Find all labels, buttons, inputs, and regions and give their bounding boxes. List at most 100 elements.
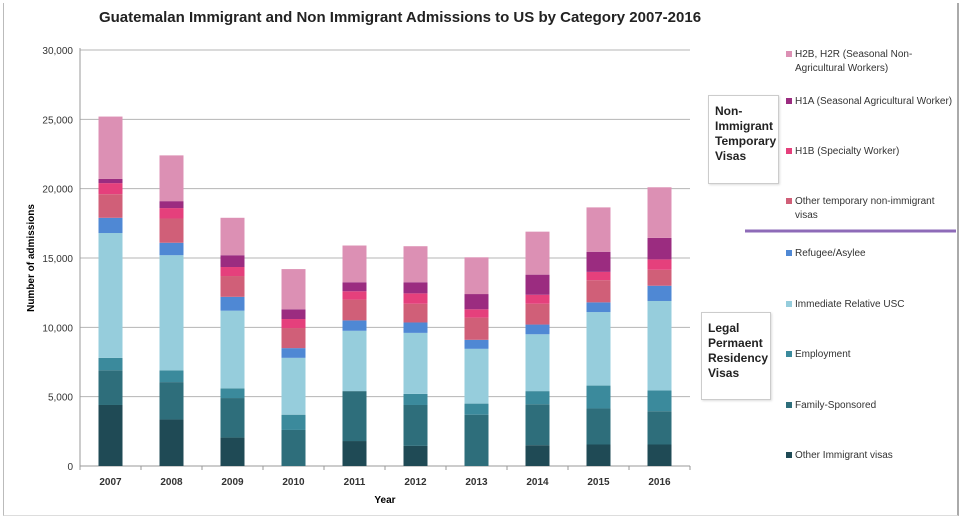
- bar-segment-immediate-relative-usc-2009: [220, 310, 245, 389]
- x-tick-label: 2012: [404, 477, 427, 488]
- bar-segment-other-immigrant-visas-2014: [525, 445, 550, 466]
- bar-segment-immediate-relative-usc-2013: [464, 348, 489, 404]
- x-tick-label: 2016: [648, 477, 671, 488]
- annotation-non-immigrant: Non-Immigrant Temporary Visas: [708, 95, 779, 184]
- bar-segment-other-temporary-non-immigrant-visas-2011: [342, 299, 367, 321]
- chart-title: Guatemalan Immigrant and Non Immigrant A…: [98, 9, 702, 26]
- legend-swatch: [786, 148, 792, 154]
- bar-segment-h1a-seasonal-agricultural-worker-2010: [281, 309, 306, 320]
- bar-segment-other-immigrant-visas-2011: [342, 441, 367, 466]
- bar-segment-h2b-h2r-seasonal-non-agricultural-workers-2014: [525, 231, 550, 275]
- bar-segment-other-temporary-non-immigrant-visas-2012: [403, 303, 428, 323]
- legend-swatch: [786, 301, 792, 307]
- bar-segment-refugee-asylee-2008: [159, 242, 184, 256]
- bar-segment-h2b-h2r-seasonal-non-agricultural-workers-2012: [403, 246, 428, 283]
- bar-segment-other-immigrant-visas-2007: [98, 404, 123, 466]
- bar-segment-h1a-seasonal-agricultural-worker-2007: [98, 178, 123, 184]
- bar-segment-family-sponsored-2009: [220, 398, 245, 438]
- bar-segment-immediate-relative-usc-2007: [98, 233, 123, 358]
- bar-segment-h1a-seasonal-agricultural-worker-2009: [220, 255, 245, 268]
- bar-segment-other-temporary-non-immigrant-visas-2016: [647, 269, 672, 286]
- bar-segment-other-temporary-non-immigrant-visas-2010: [281, 328, 306, 349]
- x-tick-label: 2008: [160, 477, 183, 488]
- bar-segment-other-temporary-non-immigrant-visas-2007: [98, 194, 123, 218]
- bar-segment-h1b-specialty-worker-2011: [342, 291, 367, 300]
- bar-segment-h2b-h2r-seasonal-non-agricultural-workers-2016: [647, 187, 672, 238]
- x-tick-label: 2010: [282, 477, 305, 488]
- legend-swatch: [786, 98, 792, 104]
- chart-frame: [3, 3, 959, 516]
- bar-segment-other-immigrant-visas-2015: [586, 444, 611, 466]
- legend-label: Immediate Relative USC: [795, 299, 905, 310]
- legend-item: H1A (Seasonal Agricultural Worker): [786, 95, 955, 109]
- y-tick-label: 5,000: [48, 393, 73, 404]
- bar-segment-employment-2007: [98, 357, 123, 371]
- bar-segment-family-sponsored-2015: [586, 408, 611, 445]
- bar-segment-h2b-h2r-seasonal-non-agricultural-workers-2009: [220, 217, 245, 256]
- bar-segment-h1b-specialty-worker-2009: [220, 267, 245, 277]
- bar-segment-family-sponsored-2010: [281, 429, 306, 466]
- bar-segment-other-temporary-non-immigrant-visas-2015: [586, 280, 611, 303]
- bar-segment-refugee-asylee-2015: [586, 302, 611, 313]
- legend-label: H2B, H2R (Seasonal Non-Agricultural Work…: [795, 49, 913, 74]
- bar-segment-h1a-seasonal-agricultural-worker-2012: [403, 282, 428, 294]
- legend-label: Other temporary non-immigrant visas: [795, 196, 935, 221]
- x-tick-label: 2013: [465, 477, 488, 488]
- bar-segment-employment-2009: [220, 388, 245, 399]
- bar-segment-other-temporary-non-immigrant-visas-2014: [525, 303, 550, 325]
- x-tick-label: 2015: [587, 477, 610, 488]
- legend-item: Employment: [786, 348, 955, 362]
- legend-item: Other temporary non-immigrant visas: [786, 195, 955, 223]
- bar-segment-immediate-relative-usc-2014: [525, 334, 550, 392]
- legend-item: Other Immigrant visas: [786, 449, 955, 463]
- legend-label: Other Immigrant visas: [795, 450, 893, 461]
- bar-segment-h1a-seasonal-agricultural-worker-2014: [525, 274, 550, 295]
- bar-segment-employment-2008: [159, 370, 184, 383]
- bar-segment-other-immigrant-visas-2016: [647, 444, 672, 466]
- legend-label: Employment: [795, 349, 851, 360]
- y-tick-label: 15,000: [42, 254, 73, 265]
- bar-segment-immediate-relative-usc-2008: [159, 255, 184, 371]
- legend-swatch: [786, 402, 792, 408]
- bar-segment-family-sponsored-2016: [647, 411, 672, 445]
- bar-segment-h1b-specialty-worker-2014: [525, 294, 550, 304]
- legend-swatch: [786, 452, 792, 458]
- bar-segment-h1b-specialty-worker-2013: [464, 309, 489, 318]
- y-tick-label: 20,000: [42, 185, 73, 196]
- bar-segment-h1b-specialty-worker-2008: [159, 208, 184, 219]
- bar-segment-refugee-asylee-2014: [525, 324, 550, 335]
- bar-segment-family-sponsored-2007: [98, 370, 123, 405]
- bar-segment-family-sponsored-2012: [403, 404, 428, 446]
- legend-item: H2B, H2R (Seasonal Non-Agricultural Work…: [786, 48, 955, 76]
- bar-segment-refugee-asylee-2012: [403, 322, 428, 333]
- legend-swatch: [786, 51, 792, 57]
- bar-segment-family-sponsored-2008: [159, 382, 184, 420]
- legend-label: H1A (Seasonal Agricultural Worker): [795, 96, 953, 107]
- bar-segment-h2b-h2r-seasonal-non-agricultural-workers-2015: [586, 207, 611, 252]
- bar-segment-employment-2010: [281, 414, 306, 430]
- legend-item: Immediate Relative USC: [786, 298, 955, 312]
- bar-segment-h1b-specialty-worker-2010: [281, 319, 306, 329]
- bar-segment-other-temporary-non-immigrant-visas-2009: [220, 276, 245, 297]
- bar-segment-h2b-h2r-seasonal-non-agricultural-workers-2013: [464, 257, 489, 295]
- x-axis-label: Year: [374, 495, 395, 506]
- bar-segment-other-temporary-non-immigrant-visas-2008: [159, 218, 184, 243]
- legend-item: Family-Sponsored: [786, 399, 955, 413]
- bar-segment-h2b-h2r-seasonal-non-agricultural-workers-2007: [98, 116, 123, 179]
- legend-label: Family-Sponsored: [795, 400, 877, 411]
- bar-segment-refugee-asylee-2007: [98, 217, 123, 234]
- bar-segment-refugee-asylee-2011: [342, 320, 367, 331]
- bar-segment-h2b-h2r-seasonal-non-agricultural-workers-2011: [342, 245, 367, 283]
- bar-segment-immediate-relative-usc-2012: [403, 332, 428, 394]
- x-tick-label: 2007: [99, 477, 122, 488]
- bar-segment-refugee-asylee-2009: [220, 296, 245, 311]
- y-tick-label: 0: [67, 462, 73, 473]
- bar-segment-immediate-relative-usc-2010: [281, 357, 306, 415]
- legend-label: H1B (Specialty Worker): [795, 146, 900, 157]
- bar-segment-family-sponsored-2013: [464, 414, 489, 466]
- bar-segment-other-temporary-non-immigrant-visas-2013: [464, 317, 489, 340]
- bar-segment-h2b-h2r-seasonal-non-agricultural-workers-2010: [281, 269, 306, 310]
- y-tick-label: 25,000: [42, 115, 73, 126]
- bar-segment-employment-2014: [525, 391, 550, 405]
